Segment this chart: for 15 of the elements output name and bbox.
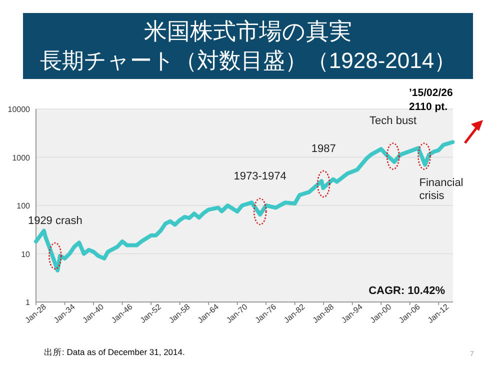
chart-title: 米国株式市場の真実 (144, 18, 352, 44)
annotation: CAGR: 10.42% (368, 285, 446, 297)
annotation: Financial crisis (419, 177, 464, 202)
annotation: 1929 crash (28, 214, 82, 227)
annotation: Tech bust (370, 115, 417, 128)
y-tick-label: 100 (16, 202, 31, 210)
annotation: 1987 (311, 142, 336, 155)
annotation: 1973-1974 (234, 170, 286, 183)
y-tick-label: 1000 (12, 153, 31, 162)
text: 出所: Data as of December 31, 2014. (44, 347, 185, 357)
y-tick-label: 10 (21, 250, 31, 259)
y-tick-label: 1 (26, 298, 31, 307)
annotation: ’15/02/26 2110 pt. (409, 87, 453, 113)
y-tick-label: 10000 (8, 105, 31, 114)
chart-subtitle: 長期チャート（対数目盛）（1928-2014） (40, 48, 456, 73)
